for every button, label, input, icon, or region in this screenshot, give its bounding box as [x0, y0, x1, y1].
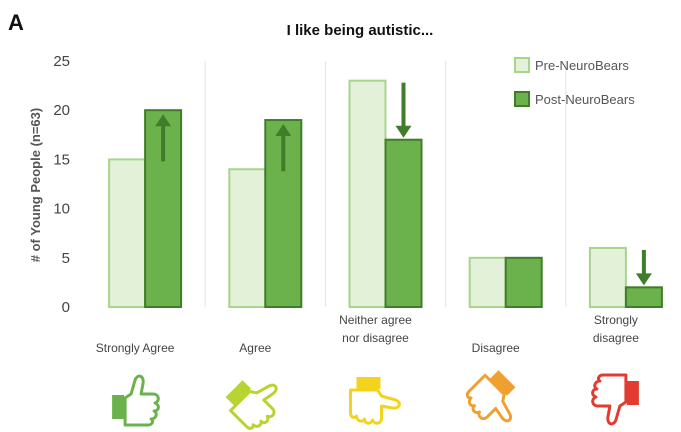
- bars: [108, 79, 663, 309]
- arrow-up: [275, 124, 292, 172]
- panel-label: A: [8, 10, 24, 35]
- thumbs-down-icon: [591, 373, 639, 426]
- thumbs-sideways-icon: [349, 377, 401, 425]
- category-label: disagree: [593, 331, 639, 345]
- thumbs-down-tilted-icon: [465, 370, 516, 423]
- legend-label: Pre-NeuroBears: [535, 58, 629, 73]
- category-labels: Strongly Agree Agree Neither agree nor disa…: [96, 313, 640, 355]
- category-label: Disagree: [472, 341, 520, 355]
- y-ticks: 0 5 10 15 20 25: [53, 53, 70, 316]
- y-tick-label: 20: [53, 102, 70, 119]
- y-tick-label: 25: [53, 53, 70, 70]
- arrow-up: [155, 114, 172, 162]
- bar-post: [504, 256, 543, 308]
- category-label: nor disagree: [342, 331, 409, 345]
- legend: Pre-NeuroBears Post-NeuroBears: [514, 57, 635, 107]
- category-label: Strongly: [594, 313, 638, 327]
- arrow-down: [635, 249, 652, 286]
- y-tick-label: 10: [53, 201, 70, 218]
- thumb-icons: [112, 370, 639, 430]
- bar-post: [624, 286, 663, 309]
- thumbs-up-icon: [112, 374, 160, 427]
- bar-post: [384, 138, 423, 308]
- change-arrows: [155, 82, 652, 286]
- y-tick-label: 5: [62, 250, 70, 267]
- y-tick-label: 15: [53, 151, 70, 168]
- bar-pre: [108, 158, 147, 308]
- y-axis-label: # of Young People (n=63): [28, 108, 43, 262]
- bar-pre: [228, 168, 267, 308]
- chart-title: I like being autistic...: [287, 22, 434, 39]
- legend-label: Post-NeuroBears: [535, 92, 635, 107]
- legend-swatch: [514, 57, 530, 73]
- grid: [204, 61, 567, 307]
- y-tick-label: 0: [62, 299, 70, 316]
- category-label: Strongly Agree: [96, 341, 175, 355]
- bar-pre: [468, 256, 507, 308]
- bar-pre: [588, 246, 627, 309]
- thumbs-up-tilted-icon: [225, 380, 278, 430]
- category-label: Neither agree: [339, 313, 412, 327]
- legend-swatch: [514, 91, 530, 107]
- bar-pre: [348, 79, 387, 309]
- category-label: Agree: [239, 341, 271, 355]
- arrow-down: [395, 82, 412, 138]
